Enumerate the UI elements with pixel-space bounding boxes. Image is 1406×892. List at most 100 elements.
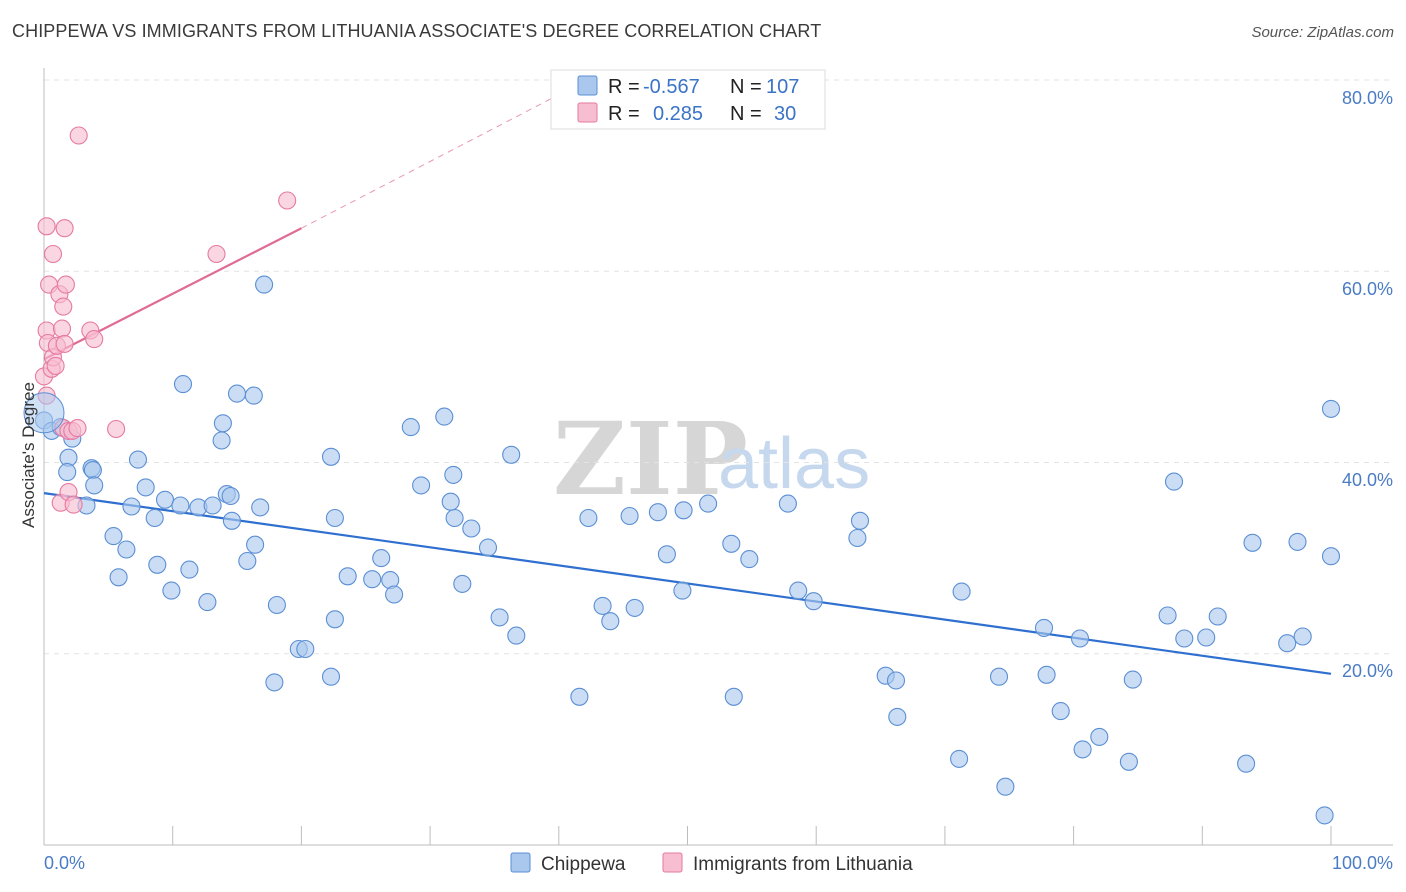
point-chippewa-64 bbox=[740, 550, 759, 569]
point-chippewa-17 bbox=[148, 555, 167, 574]
point-chippewa-97 bbox=[1321, 399, 1341, 418]
point-chippewa-30 bbox=[246, 535, 265, 554]
stats-r-label-2: R = bbox=[608, 103, 640, 125]
point-lithuania-25 bbox=[107, 419, 126, 439]
point-chippewa-84 bbox=[1123, 670, 1142, 689]
point-lithuania-26 bbox=[55, 219, 74, 238]
point-chippewa-77 bbox=[1034, 618, 1054, 637]
source-credit: Source: ZipAtlas.com bbox=[1251, 24, 1394, 41]
point-chippewa-31 bbox=[267, 595, 286, 615]
point-chippewa-59 bbox=[673, 581, 692, 600]
point-chippewa-10 bbox=[128, 450, 148, 469]
point-chippewa-104 bbox=[321, 447, 341, 466]
point-chippewa-54 bbox=[601, 612, 620, 631]
point-lithuania-29 bbox=[278, 191, 297, 210]
point-chippewa-37 bbox=[325, 610, 344, 629]
point-chippewa-82 bbox=[1090, 727, 1109, 746]
point-chippewa-75 bbox=[989, 667, 1009, 686]
y-axis-title: Associate's Degree bbox=[19, 382, 38, 528]
point-chippewa-66 bbox=[789, 581, 808, 600]
point-chippewa-47 bbox=[478, 538, 498, 557]
legend-label-lithuania: Immigrants from Lithuania bbox=[693, 854, 913, 875]
point-chippewa-36 bbox=[338, 567, 357, 586]
point-chippewa-92 bbox=[1278, 634, 1297, 653]
point-chippewa-79 bbox=[1051, 702, 1070, 721]
point-chippewa-26 bbox=[251, 498, 270, 517]
point-chippewa-107 bbox=[444, 465, 463, 484]
point-chippewa-101 bbox=[213, 414, 232, 433]
point-chippewa-73 bbox=[950, 749, 969, 768]
legend-label-chippewa: Chippewa bbox=[541, 854, 626, 875]
point-chippewa-63 bbox=[724, 687, 743, 706]
point-chippewa-61 bbox=[699, 494, 718, 513]
legend-swatch-lithuania bbox=[662, 852, 683, 873]
y-tick-label-60: 60.0% bbox=[1342, 279, 1393, 299]
point-lithuania-5 bbox=[37, 217, 56, 236]
point-chippewa-51 bbox=[570, 687, 589, 706]
point-chippewa-7 bbox=[83, 461, 102, 480]
point-chippewa-46 bbox=[462, 519, 481, 538]
point-chippewa-76 bbox=[996, 777, 1015, 796]
point-chippewa-69 bbox=[850, 511, 870, 530]
point-chippewa-39 bbox=[372, 549, 391, 568]
point-lithuania-13 bbox=[56, 275, 75, 294]
point-lithuania-24 bbox=[85, 330, 104, 349]
axes bbox=[43, 68, 1393, 846]
chart-title: CHIPPEWA VS IMMIGRANTS FROM LITHUANIA AS… bbox=[12, 21, 822, 41]
point-chippewa-20 bbox=[171, 496, 190, 515]
point-chippewa-67 bbox=[804, 592, 823, 611]
point-chippewa-25 bbox=[222, 511, 241, 530]
point-chippewa-85 bbox=[1158, 606, 1177, 625]
point-chippewa-108 bbox=[502, 445, 521, 464]
point-chippewa-60 bbox=[674, 501, 693, 520]
point-chippewa-57 bbox=[648, 503, 667, 522]
point-chippewa-50 bbox=[507, 626, 526, 645]
point-chippewa-28 bbox=[180, 560, 199, 579]
point-chippewa-93 bbox=[1288, 532, 1307, 551]
point-chippewa-22 bbox=[203, 496, 222, 515]
point-chippewa-40 bbox=[363, 570, 382, 589]
stats-box: R = -0.567 N = 107 R = 0.285 N = 30 bbox=[550, 69, 826, 130]
point-chippewa-12 bbox=[122, 497, 141, 516]
point-chippewa-14 bbox=[104, 527, 123, 546]
point-chippewa-56 bbox=[625, 598, 644, 617]
point-chippewa-91 bbox=[1243, 533, 1262, 552]
point-chippewa-106 bbox=[435, 407, 454, 426]
point-chippewa-19 bbox=[155, 490, 175, 509]
point-lithuania-22 bbox=[68, 419, 87, 438]
point-chippewa-49 bbox=[490, 608, 509, 627]
point-chippewa-52 bbox=[579, 508, 598, 528]
watermark-atlas: atlas bbox=[718, 424, 870, 504]
trend-line-extension-lithuania bbox=[301, 92, 562, 229]
legend-swatch-chippewa bbox=[510, 852, 531, 873]
point-chippewa-83 bbox=[1119, 752, 1138, 771]
point-chippewa-65 bbox=[778, 494, 797, 513]
point-chippewa-86 bbox=[1164, 472, 1184, 491]
point-lithuania-10 bbox=[52, 319, 72, 338]
point-lithuania-12 bbox=[55, 334, 74, 353]
point-chippewa-94 bbox=[1293, 627, 1312, 646]
point-lithuania-28 bbox=[207, 244, 226, 264]
point-chippewa-88 bbox=[1197, 628, 1216, 647]
stats-n-label-1: N = bbox=[730, 76, 762, 98]
point-chippewa-105 bbox=[401, 418, 420, 437]
stats-r-value-1: -0.567 bbox=[643, 76, 700, 98]
legend: Chippewa Immigrants from Lithuania bbox=[510, 852, 913, 875]
point-chippewa-large bbox=[23, 392, 65, 434]
stats-swatch-lithuania bbox=[577, 102, 598, 123]
y-tick-label-80: 80.0% bbox=[1342, 88, 1393, 108]
point-chippewa-13 bbox=[145, 508, 164, 528]
point-chippewa-100 bbox=[212, 431, 231, 450]
point-chippewa-42 bbox=[385, 585, 404, 604]
point-chippewa-53 bbox=[593, 596, 612, 615]
point-chippewa-99 bbox=[244, 386, 263, 405]
point-chippewa-24 bbox=[221, 486, 240, 506]
watermark-zip: ZIP bbox=[553, 400, 748, 518]
point-chippewa-16 bbox=[109, 568, 128, 587]
point-chippewa-45 bbox=[441, 492, 460, 511]
point-chippewa-89 bbox=[1208, 607, 1227, 626]
point-chippewa-81 bbox=[1073, 740, 1092, 759]
data-points bbox=[23, 126, 1341, 825]
point-chippewa-87 bbox=[1175, 629, 1194, 648]
